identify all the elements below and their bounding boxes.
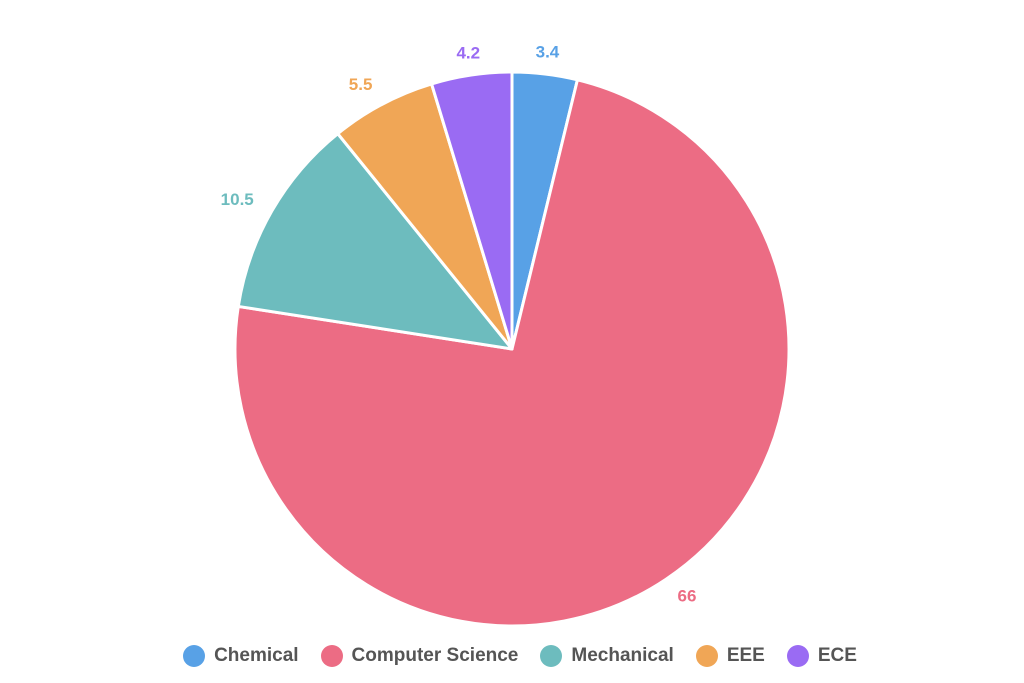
legend-swatch-eee	[695, 645, 718, 667]
legend-label-ece: ECE	[817, 645, 857, 666]
legend-item-mechanical[interactable]: Mechanical	[540, 645, 674, 667]
legend-label-computer-science: Computer Science	[351, 645, 519, 666]
legend-item-computer-science[interactable]: Computer Science	[320, 645, 519, 667]
pie-slice-computer-science[interactable]	[233, 78, 791, 628]
legend-item-ece[interactable]: ECE	[786, 645, 857, 667]
data-label-ece: 4.2	[456, 44, 480, 63]
pie-slice-mechanical[interactable]	[236, 132, 514, 351]
data-label-eee: 5.5	[349, 75, 373, 94]
legend-label-eee: EEE	[726, 645, 765, 666]
legend-swatch-mechanical	[540, 645, 563, 667]
legend-swatch-computer-science	[320, 645, 343, 667]
legend-label-chemical: Chemical	[214, 645, 299, 666]
pie-slice-ece[interactable]	[430, 70, 514, 351]
data-label-chemical: 3.4	[536, 43, 560, 62]
legend-label-mechanical: Mechanical	[571, 645, 674, 666]
legend-swatch-ece	[786, 645, 809, 667]
chart-legend: Chemical Computer Science Mechanical EEE…	[8, 640, 1024, 672]
data-label-mechanical: 10.5	[221, 190, 254, 209]
pie-data-labels: 3.4 66 10.5 5.5 4.2	[221, 43, 697, 606]
data-label-computer-science: 66	[678, 586, 697, 605]
legend-item-chemical[interactable]: Chemical	[183, 645, 299, 667]
pie-slices	[233, 70, 791, 628]
legend-item-eee[interactable]: EEE	[695, 645, 765, 667]
legend-swatch-chemical	[183, 645, 206, 667]
